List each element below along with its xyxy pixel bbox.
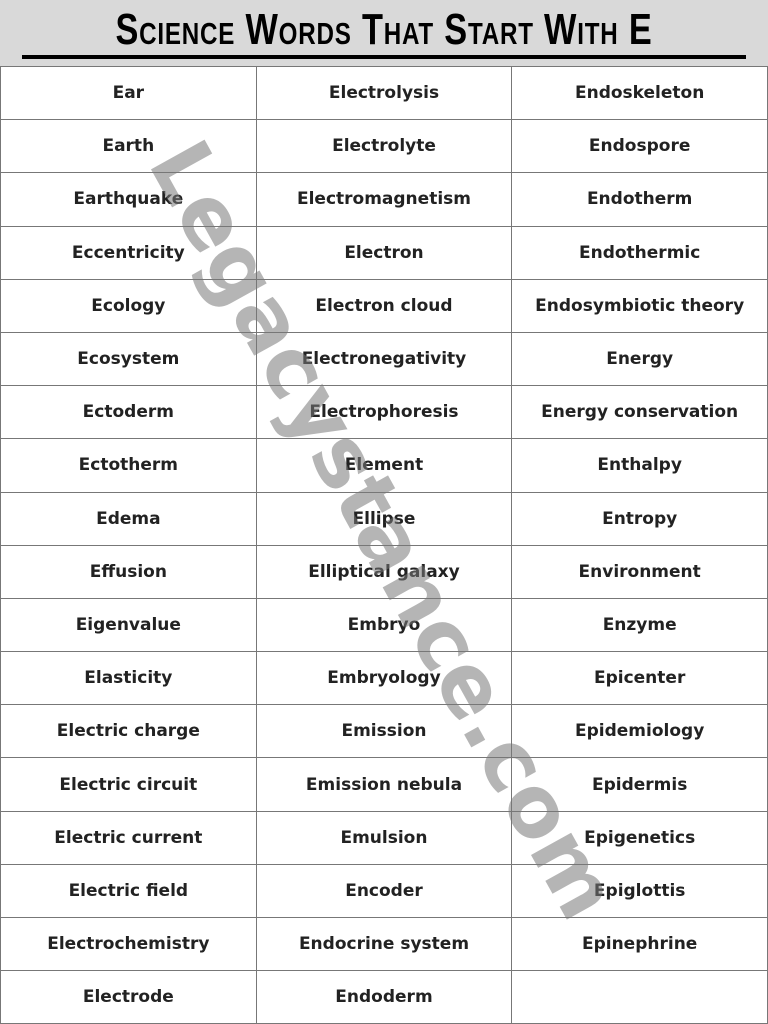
word-cell: Endoskeleton [511, 65, 768, 121]
word-cell: Elliptical galaxy [255, 544, 513, 599]
word-cell: Ecosystem [0, 331, 257, 387]
word-cell: Epigenetics [511, 810, 768, 865]
table-row: Electrode Endoderm [0, 970, 768, 1024]
word-cell: Epidermis [511, 757, 768, 812]
word-cell: Electrode [0, 970, 257, 1024]
word-cell: Endosymbiotic theory [511, 278, 768, 333]
word-cell: Energy [511, 331, 768, 387]
word-cell: Emulsion [255, 810, 513, 865]
table-row: Effusion Elliptical galaxy Environment [0, 544, 768, 599]
word-cell: Electrolysis [255, 65, 513, 121]
word-cell: Edema [0, 491, 257, 546]
table-row: Electric current Emulsion Epigenetics [0, 810, 768, 865]
table-row: Eigenvalue Embryo Enzyme [0, 597, 768, 653]
word-cell: Environment [511, 544, 768, 599]
word-cell: Epicenter [511, 651, 768, 706]
word-cell: Electron [255, 225, 513, 280]
word-cell: Ectoderm [0, 385, 257, 440]
word-cell: Emission [255, 704, 513, 759]
word-cell: Enzyme [511, 597, 768, 653]
table-row: Electrochemistry Endocrine system Epinephr… [0, 916, 768, 972]
word-cell: Eccentricity [0, 225, 257, 280]
word-cell: Electrochemistry [0, 916, 257, 972]
word-cell: Earthquake [0, 172, 257, 227]
word-cell: Elasticity [0, 651, 257, 706]
table-row: Earth Electrolyte Endospore [0, 119, 768, 174]
title-banner: Science Words That Start With E [0, 0, 768, 66]
table-row: Elasticity Embryology Epicenter [0, 651, 768, 706]
page-title: Science Words That Start With E [115, 5, 653, 54]
table-row: Ectoderm Electrophoresis Energy conservati… [0, 385, 768, 440]
table-row: Electric field Encoder Epiglottis [0, 863, 768, 919]
word-cell: Embryology [255, 651, 513, 706]
word-cell: Entropy [511, 491, 768, 546]
table-row: Ear Electrolysis Endoskeleton [0, 65, 768, 121]
table-row: Earthquake Electromagnetism Endotherm [0, 172, 768, 227]
word-cell: Electric field [0, 863, 257, 919]
word-cell: Energy conservation [511, 385, 768, 440]
word-cell: Electrophoresis [255, 385, 513, 440]
word-cell: Emission nebula [255, 757, 513, 812]
title-underline [22, 55, 746, 59]
word-cell: Ellipse [255, 491, 513, 546]
word-cell: Epiglottis [511, 863, 768, 919]
word-cell: Epinephrine [511, 916, 768, 972]
word-cell: Ear [0, 65, 257, 121]
table-row: Electric circuit Emission nebula Epidermis [0, 757, 768, 812]
table-row: Eccentricity Electron Endothermic [0, 225, 768, 280]
table-row: Ecology Electron cloud Endosymbiotic theor… [0, 278, 768, 333]
word-cell: Eigenvalue [0, 597, 257, 653]
table-row: Electric charge Emission Epidemiology [0, 704, 768, 759]
word-cell: Endocrine system [255, 916, 513, 972]
word-cell: Electric current [0, 810, 257, 865]
word-cell: Electric circuit [0, 757, 257, 812]
word-cell: Epidemiology [511, 704, 768, 759]
table-row: Ecosystem Electronegativity Energy [0, 331, 768, 387]
word-cell: Element [255, 438, 513, 493]
table-row: Edema Ellipse Entropy [0, 491, 768, 546]
table-row: Ectotherm Element Enthalpy [0, 438, 768, 493]
word-cell: Encoder [255, 863, 513, 919]
word-cell: Ecology [0, 278, 257, 333]
word-cell: Electron cloud [255, 278, 513, 333]
word-cell: Electromagnetism [255, 172, 513, 227]
word-cell: Embryo [255, 597, 513, 653]
word-cell [511, 970, 768, 1024]
word-cell: Earth [0, 119, 257, 174]
word-cell: Endospore [511, 119, 768, 174]
word-cell: Electric charge [0, 704, 257, 759]
word-cell: Ectotherm [0, 438, 257, 493]
word-table: Ear Electrolysis Endoskeleton Earth Electrol… [0, 65, 768, 1024]
word-cell: Effusion [0, 544, 257, 599]
word-cell: Endotherm [511, 172, 768, 227]
word-cell: Electrolyte [255, 119, 513, 174]
word-cell: Endoderm [255, 970, 513, 1024]
word-cell: Enthalpy [511, 438, 768, 493]
word-cell: Endothermic [511, 225, 768, 280]
word-cell: Electronegativity [255, 331, 513, 387]
